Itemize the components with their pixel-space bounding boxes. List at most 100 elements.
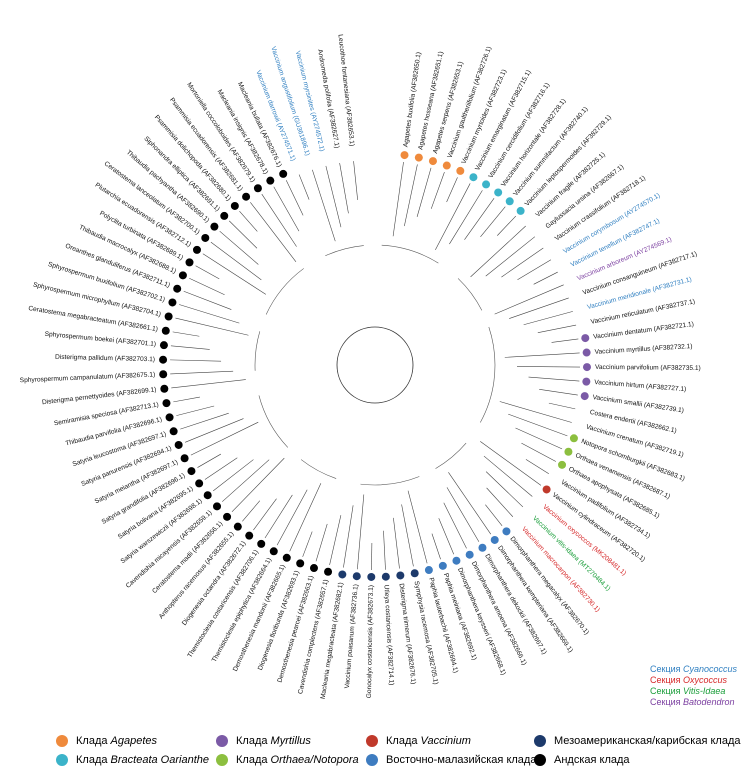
legend-entry: Клада Bracteata Oarianthe (76, 754, 209, 766)
clade-dot (185, 258, 194, 267)
branch (483, 455, 533, 497)
section-entry: Секция Cyanococcus (650, 664, 738, 674)
branch (325, 165, 342, 228)
branch (485, 471, 524, 508)
clade-dot (253, 184, 262, 193)
clade-dot (257, 539, 266, 548)
leaf-label: Utleya costaricensis (AF382714.1) (383, 585, 395, 686)
branch (189, 278, 225, 296)
branch (229, 220, 258, 249)
branch (508, 413, 568, 437)
clade-dot (165, 413, 174, 422)
branch (464, 197, 495, 240)
clade-dot (296, 559, 305, 568)
branch (239, 210, 258, 232)
leaf-label: Sphyrospermum boekei (AF382701.1) (44, 331, 156, 348)
branch (170, 345, 210, 350)
branch (404, 164, 418, 227)
branch (509, 297, 569, 319)
branch (539, 389, 578, 396)
branch (261, 193, 297, 247)
branch (183, 290, 232, 310)
branch (172, 331, 200, 337)
leaf-label: Sphyrospermum buxifolium (AF382702.1) (47, 261, 166, 304)
legend-dot (366, 735, 378, 747)
branch (548, 402, 576, 410)
clade-dot (396, 571, 405, 580)
section-name: Vitis-Idaea (683, 686, 725, 696)
branch (273, 186, 300, 232)
leaf-label: Vaccinium parvifolium (AF382735.1) (595, 364, 701, 372)
branch (264, 494, 293, 539)
clade-dot (428, 157, 437, 166)
clade-dot (162, 399, 171, 408)
branch (537, 324, 577, 333)
clade-dot (490, 535, 499, 544)
branch (515, 427, 563, 450)
branch (499, 401, 572, 423)
branch (528, 376, 580, 382)
branch (250, 202, 297, 262)
branch (173, 396, 200, 403)
branch (190, 421, 259, 456)
clade-dot (187, 467, 196, 476)
section-prefix: Секция (650, 664, 681, 674)
branch (315, 523, 328, 562)
clade-dot (352, 572, 361, 581)
clade-dot (159, 370, 168, 379)
branch (170, 370, 234, 375)
leaf-label: Vaccinium dentatum (AF382721.1) (593, 321, 694, 341)
clade-dot (169, 427, 178, 436)
branch (197, 453, 222, 468)
branch (525, 459, 549, 474)
branch (195, 265, 220, 280)
clade-dot (438, 561, 447, 570)
clade-dot (482, 180, 491, 189)
branch (231, 457, 285, 513)
branch (523, 311, 573, 326)
legend-prefix: Клада (386, 735, 418, 747)
clade-dot (161, 326, 170, 335)
branch (329, 515, 342, 565)
clade-dot (178, 271, 187, 280)
branch (179, 304, 240, 324)
legend-dot (534, 754, 546, 766)
branch (276, 489, 308, 546)
legend-name: Bracteata Oarianthe (111, 754, 209, 766)
leaf-label: Vaccinium hirtum (AF382727.1) (594, 379, 686, 393)
clade-dot (242, 192, 251, 201)
branch (401, 504, 414, 567)
clade-dot (164, 312, 173, 321)
branch (343, 505, 354, 568)
clade-dot (400, 151, 409, 160)
clade-dot (213, 502, 222, 511)
clade-dot (168, 298, 177, 307)
branch (171, 379, 246, 389)
branch (446, 177, 458, 203)
branch (485, 236, 536, 277)
legend-name: Orthaea/Notopora (271, 754, 359, 766)
clade-dot (159, 341, 168, 350)
clade-dot (582, 363, 591, 372)
section-prefix: Секция (650, 686, 681, 696)
branch (222, 459, 270, 502)
branch (521, 442, 556, 462)
clade-dot (282, 553, 291, 562)
legend-dot (534, 735, 546, 747)
legend-dot (56, 754, 68, 766)
branch (486, 487, 514, 517)
leaf-label: Sphyrospermum campanulatum (AF382675.1) (20, 371, 156, 384)
clade-dot (410, 569, 419, 578)
clade-dot (266, 176, 275, 185)
clade-dot (180, 454, 189, 463)
clade-dot (505, 197, 514, 206)
branch (298, 174, 310, 200)
leaf-label: Leucothoe fontanesiana (AF382653.1) (337, 34, 356, 147)
branch (185, 418, 244, 443)
section-prefix: Секция (650, 697, 681, 707)
legend-entry: Клада Myrtillus (236, 735, 311, 747)
legend-prefix: Клада (236, 735, 268, 747)
branch (353, 161, 358, 200)
legend-prefix: Клада (76, 754, 108, 766)
